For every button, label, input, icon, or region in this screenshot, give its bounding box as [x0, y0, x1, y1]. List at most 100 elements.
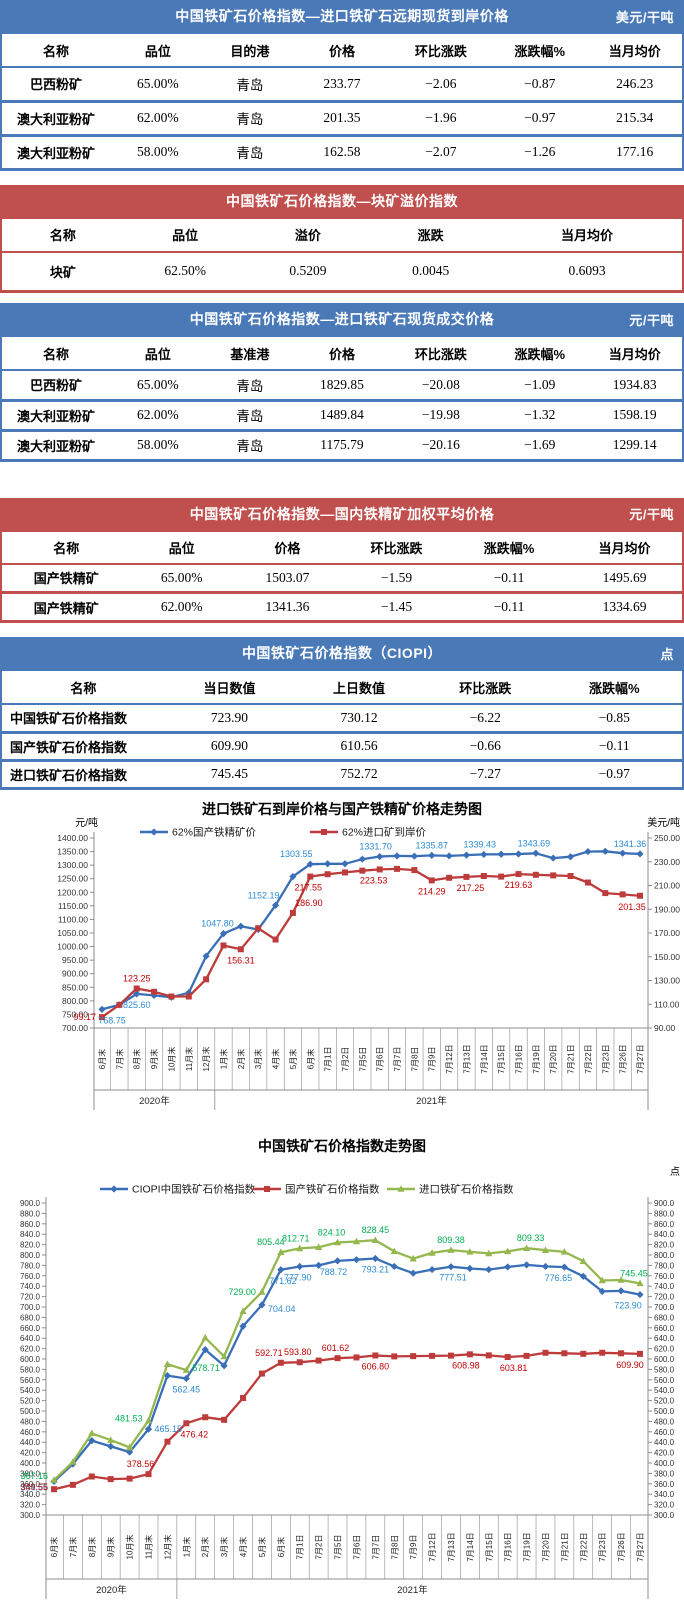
svg-text:7月13日: 7月13日: [462, 1044, 471, 1073]
svg-text:850.00: 850.00: [62, 982, 88, 992]
svg-text:777.90: 777.90: [284, 1272, 312, 1282]
svg-text:7月7日: 7月7日: [393, 1046, 402, 1071]
svg-text:420.0: 420.0: [654, 1448, 675, 1457]
svg-text:1303.55: 1303.55: [280, 849, 313, 859]
value-cell: −7.27: [469, 766, 501, 781]
svg-text:809.33: 809.33: [517, 1233, 545, 1243]
column-header: 环比涨跌: [389, 33, 492, 68]
value-cell: 1299.14: [612, 437, 657, 452]
value-cell: 青岛: [236, 439, 264, 454]
svg-text:860.0: 860.0: [654, 1219, 675, 1228]
column-header: 上日数值: [294, 670, 424, 705]
svg-text:840.0: 840.0: [20, 1230, 41, 1239]
svg-text:812.71: 812.71: [282, 1233, 310, 1243]
svg-text:805.44: 805.44: [257, 1237, 285, 1247]
column-header: 品位: [130, 530, 233, 565]
svg-text:7月7日: 7月7日: [371, 1534, 380, 1559]
svg-text:7月22日: 7月22日: [584, 1044, 593, 1073]
value-cell: 610.56: [294, 732, 424, 762]
svg-text:7月20日: 7月20日: [549, 1044, 558, 1073]
row-name-cell: 国产铁精矿: [1, 563, 131, 594]
value-cell: 65.00%: [130, 563, 233, 594]
table-unit-label: 美元/干吨: [615, 9, 674, 25]
svg-text:7月8日: 7月8日: [410, 1046, 419, 1071]
column-header: 当月均价: [587, 33, 683, 68]
svg-text:1月末: 1月末: [181, 1536, 191, 1556]
column-header: 当月均价: [492, 217, 683, 253]
value-cell: 62.50%: [164, 263, 206, 279]
svg-text:900.0: 900.0: [20, 1199, 41, 1208]
column-header: 溢价: [246, 217, 370, 253]
svg-text:7月末: 7月末: [114, 1048, 124, 1068]
svg-text:540.0: 540.0: [654, 1386, 675, 1395]
svg-text:7月末: 7月末: [68, 1536, 78, 1556]
svg-text:4月末: 4月末: [271, 1048, 281, 1068]
svg-text:3月末: 3月末: [253, 1048, 263, 1068]
svg-text:760.0: 760.0: [654, 1271, 675, 1280]
svg-text:824.10: 824.10: [318, 1227, 346, 1237]
svg-text:1月末: 1月末: [218, 1048, 228, 1068]
table-title-bar: 中国铁矿石价格指数—进口铁矿石现货成交价格 元/干吨: [0, 303, 684, 335]
column-header: 价格: [294, 33, 390, 68]
value-cell: 246.23: [587, 67, 683, 103]
value-cell: −19.98: [389, 400, 492, 432]
column-header: 环比涨跌: [389, 336, 492, 371]
value-cell: 0.5209: [289, 263, 327, 279]
table-title: 中国铁矿石价格指数—国内铁精矿加权平均价格: [189, 505, 495, 522]
svg-text:900.00: 900.00: [62, 968, 88, 978]
row-name-cell: 巴西粉矿: [1, 67, 111, 103]
svg-text:中国铁矿石价格指数走势图: 中国铁矿石价格指数走势图: [258, 1138, 426, 1154]
svg-text:2021年: 2021年: [416, 1095, 447, 1107]
svg-text:420.0: 420.0: [20, 1448, 41, 1457]
svg-text:110.00: 110.00: [654, 999, 680, 1009]
svg-text:600.0: 600.0: [654, 1355, 675, 1364]
svg-text:进口铁矿石价格指数: 进口铁矿石价格指数: [419, 1182, 514, 1195]
svg-text:6月末: 6月末: [49, 1536, 59, 1556]
value-cell: 745.45: [210, 766, 249, 781]
svg-text:465.15: 465.15: [155, 1424, 183, 1434]
table-title-bar: 中国铁矿石价格指数—进口铁矿石远期现货到岸价格 美元/干吨: [0, 0, 684, 32]
value-cell: 65.00%: [110, 67, 206, 103]
svg-text:170.00: 170.00: [654, 928, 680, 938]
column-header: 品位: [110, 33, 206, 68]
svg-text:7月12日: 7月12日: [428, 1532, 437, 1561]
svg-text:380.0: 380.0: [654, 1469, 675, 1478]
value-cell: 723.90: [164, 704, 295, 734]
svg-text:7月21日: 7月21日: [560, 1532, 569, 1561]
table-title: 中国铁矿石价格指数—块矿溢价指数: [226, 192, 458, 209]
svg-text:1250.00: 1250.00: [57, 873, 88, 883]
svg-text:768.75: 768.75: [98, 1015, 126, 1025]
value-cell: −0.85: [546, 704, 683, 734]
value-cell: 1334.69: [602, 599, 647, 614]
svg-text:7月26日: 7月26日: [617, 1532, 626, 1561]
svg-text:440.0: 440.0: [20, 1438, 41, 1447]
row-name-cell: 澳大利亚粉矿: [17, 145, 96, 161]
data-table-3: 中国铁矿石价格指数—国内铁精矿加权平均价格 元/干吨 名称 品位 价格 环比涨跌 涨跌幅% 当…: [0, 497, 684, 623]
svg-text:580.0: 580.0: [654, 1365, 675, 1374]
svg-text:7月23日: 7月23日: [601, 1044, 610, 1073]
series-1: [99, 865, 643, 1020]
column-header: 名称: [1, 336, 111, 371]
column-header: 涨跌幅%: [546, 670, 683, 705]
svg-text:825.60: 825.60: [123, 999, 151, 1009]
value-cell: 青岛: [205, 101, 295, 137]
table-title-bar: 中国铁矿石价格指数—块矿溢价指数: [0, 184, 684, 217]
value-cell: 233.77: [294, 67, 390, 103]
value-cell: 1175.79: [320, 437, 364, 452]
svg-text:1331.70: 1331.70: [359, 841, 392, 851]
svg-text:8月末: 8月末: [132, 1048, 142, 1068]
svg-text:480.0: 480.0: [654, 1417, 675, 1426]
table-unit-label: 元/干吨: [629, 312, 674, 328]
svg-text:800.0: 800.0: [20, 1251, 41, 1260]
value-cell: 62.00%: [110, 400, 206, 432]
value-cell: 162.58: [323, 144, 361, 159]
svg-text:880.0: 880.0: [654, 1209, 675, 1218]
svg-text:9月末: 9月末: [106, 1536, 116, 1556]
svg-text:1152.19: 1152.19: [248, 890, 280, 900]
svg-text:11月末: 11月末: [184, 1046, 194, 1070]
svg-text:7月5日: 7月5日: [334, 1534, 343, 1559]
value-cell: 730.12: [294, 704, 424, 734]
table-row: 巴西粉矿 65.00% 青岛 233.77 −2.06 −0.87 246.23: [1, 67, 683, 103]
value-cell: −0.11: [546, 732, 683, 762]
table-row: 澳大利亚粉矿 62.00% 青岛 201.35 −1.96 −0.97 215.34: [1, 101, 683, 137]
